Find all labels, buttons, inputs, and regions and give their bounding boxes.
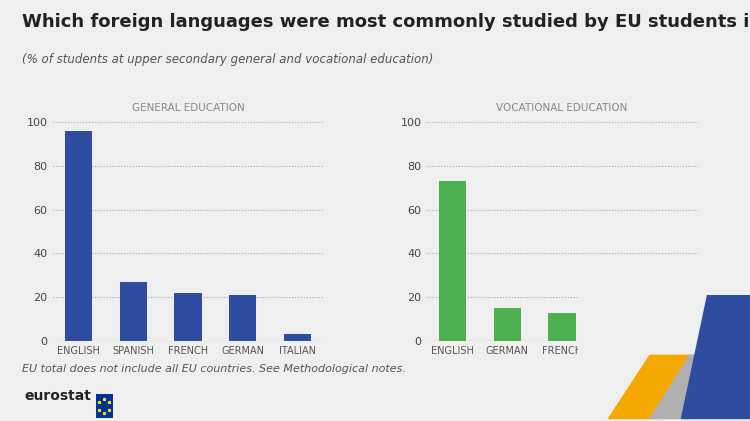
- Bar: [494, 308, 521, 341]
- Polygon shape: [650, 355, 729, 418]
- Bar: [548, 312, 576, 341]
- Polygon shape: [608, 355, 702, 418]
- Bar: [439, 181, 466, 341]
- Polygon shape: [681, 295, 750, 418]
- Text: Which foreign languages were most commonly studied by EU students in 2022?: Which foreign languages were most common…: [22, 13, 750, 31]
- Title: GENERAL EDUCATION: GENERAL EDUCATION: [132, 103, 244, 113]
- Text: (% of students at upper secondary general and vocational education): (% of students at upper secondary genera…: [22, 53, 433, 66]
- Bar: [284, 334, 311, 341]
- Text: EU total does not include all EU countries. See Methodological notes.: EU total does not include all EU countri…: [22, 364, 406, 374]
- Text: eurostat: eurostat: [24, 389, 91, 403]
- Bar: [119, 282, 147, 341]
- Bar: [658, 337, 686, 341]
- Title: VOCATIONAL EDUCATION: VOCATIONAL EDUCATION: [496, 103, 628, 113]
- Bar: [603, 328, 631, 341]
- Bar: [229, 295, 256, 341]
- Bar: [174, 293, 202, 341]
- Bar: [64, 131, 92, 341]
